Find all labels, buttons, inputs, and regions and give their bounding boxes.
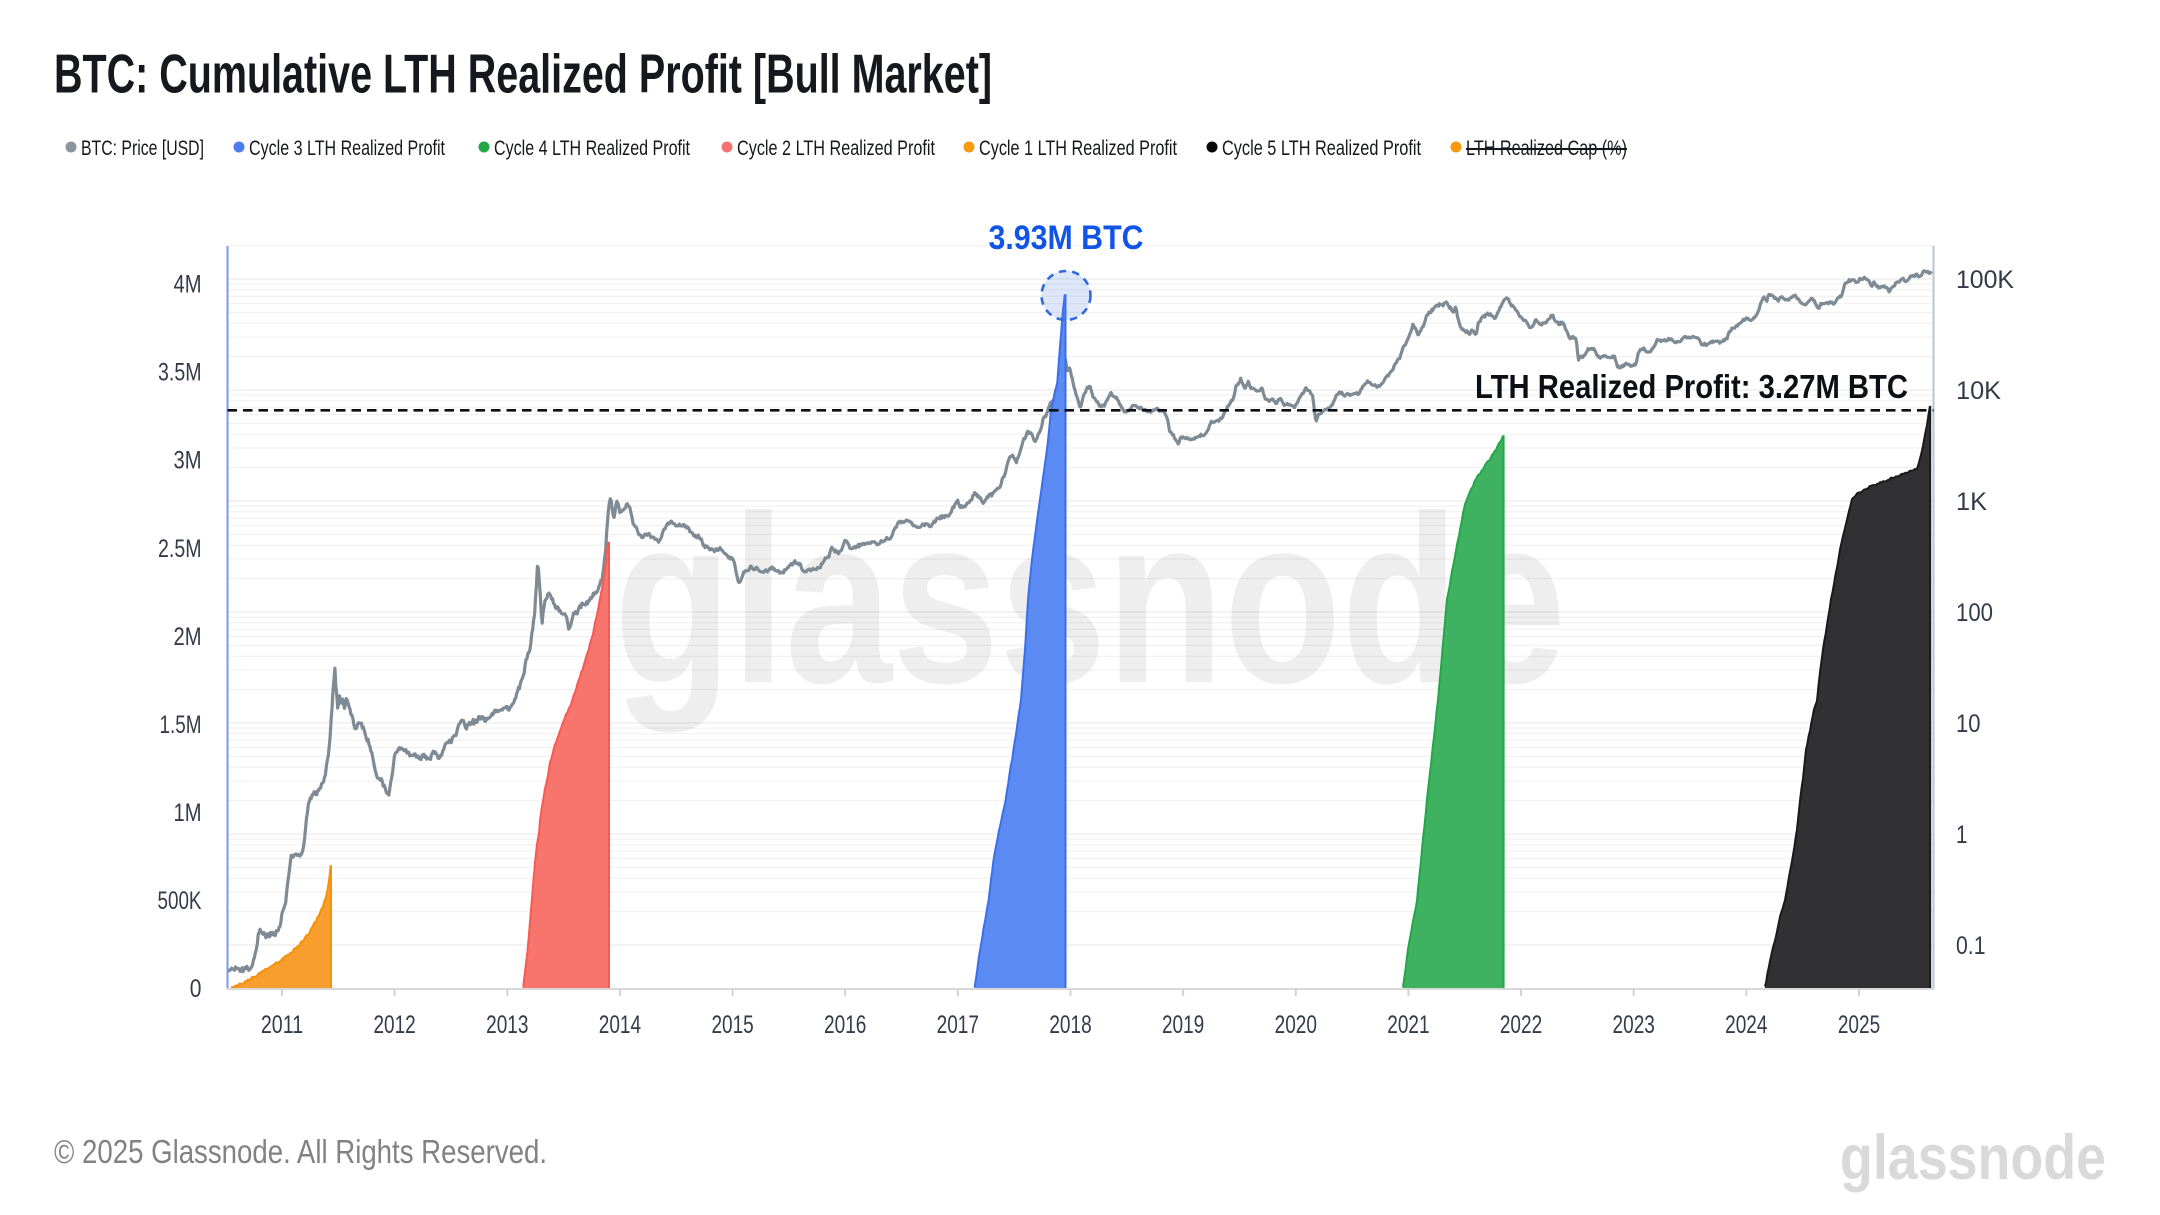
svg-text:glassnode: glassnode xyxy=(1840,1123,2106,1193)
svg-text:2.5M: 2.5M xyxy=(158,535,202,563)
svg-text:2015: 2015 xyxy=(711,1011,753,1039)
svg-text:2024: 2024 xyxy=(1725,1011,1767,1039)
svg-text:2016: 2016 xyxy=(824,1011,866,1039)
svg-text:LTH Realized Cap (%): LTH Realized Cap (%) xyxy=(1466,137,1627,160)
svg-text:2023: 2023 xyxy=(1613,1011,1655,1039)
svg-text:2020: 2020 xyxy=(1275,1011,1317,1039)
svg-text:100K: 100K xyxy=(1956,266,2014,294)
svg-text:3.5M: 3.5M xyxy=(158,359,202,387)
svg-text:2021: 2021 xyxy=(1387,1011,1429,1039)
svg-text:4M: 4M xyxy=(174,271,202,299)
svg-text:2014: 2014 xyxy=(599,1011,641,1039)
svg-text:Cycle 5 LTH Realized Profit: Cycle 5 LTH Realized Profit xyxy=(1222,137,1421,160)
svg-text:BTC: Cumulative LTH Realized P: BTC: Cumulative LTH Realized Profit [Bul… xyxy=(54,43,992,105)
svg-text:10K: 10K xyxy=(1956,377,2001,405)
svg-text:BTC: Price [USD]: BTC: Price [USD] xyxy=(81,137,204,160)
svg-text:1: 1 xyxy=(1956,821,1968,849)
svg-text:Cycle 4 LTH Realized Profit: Cycle 4 LTH Realized Profit xyxy=(494,137,690,160)
svg-text:100: 100 xyxy=(1956,599,1993,627)
svg-text:© 2025 Glassnode. All Rights R: © 2025 Glassnode. All Rights Reserved. xyxy=(54,1133,547,1170)
svg-text:2025: 2025 xyxy=(1838,1011,1880,1039)
svg-text:glassnode: glassnode xyxy=(614,466,1566,733)
svg-text:2012: 2012 xyxy=(373,1011,415,1039)
svg-text:0.1: 0.1 xyxy=(1956,932,1986,960)
svg-text:2M: 2M xyxy=(174,623,202,651)
svg-text:0: 0 xyxy=(190,975,202,1003)
svg-text:Cycle 2 LTH Realized Profit: Cycle 2 LTH Realized Profit xyxy=(737,137,935,160)
svg-text:Cycle 1 LTH Realized Profit: Cycle 1 LTH Realized Profit xyxy=(979,137,1177,160)
svg-text:1M: 1M xyxy=(174,799,202,827)
svg-text:2019: 2019 xyxy=(1162,1011,1204,1039)
svg-text:1K: 1K xyxy=(1956,488,1987,516)
svg-text:3.93M BTC: 3.93M BTC xyxy=(989,219,1144,257)
svg-text:LTH Realized Profit: 3.27M BTC: LTH Realized Profit: 3.27M BTC xyxy=(1475,368,1908,405)
svg-text:10: 10 xyxy=(1956,710,1981,738)
svg-text:Cycle 3 LTH Realized Profit: Cycle 3 LTH Realized Profit xyxy=(249,137,445,160)
svg-text:500K: 500K xyxy=(158,887,202,915)
svg-text:2018: 2018 xyxy=(1049,1011,1091,1039)
svg-text:2013: 2013 xyxy=(486,1011,528,1039)
svg-text:2022: 2022 xyxy=(1500,1011,1542,1039)
svg-text:1.5M: 1.5M xyxy=(160,711,202,739)
svg-text:2017: 2017 xyxy=(937,1011,979,1039)
svg-text:2011: 2011 xyxy=(261,1011,303,1039)
svg-text:3M: 3M xyxy=(174,447,202,475)
